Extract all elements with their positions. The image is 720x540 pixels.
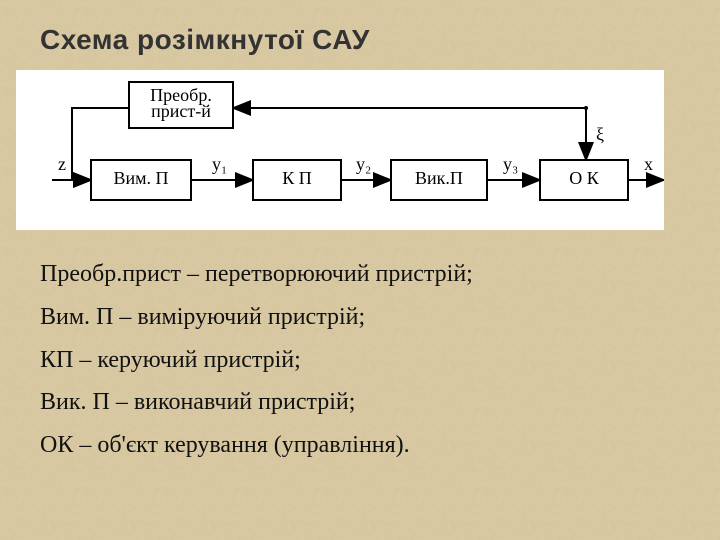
node-label: Вим. П (113, 168, 168, 188)
edge-label: ξ (596, 124, 604, 144)
edge-label: z (58, 154, 66, 174)
legend-line: Вим. П – виміруючий пристрій; (40, 297, 684, 338)
diagram-container: zy₁y₂y₃xξПреобр.прист-йВим. ПК ПВик.ПО К (16, 70, 664, 230)
junction-dot (584, 106, 588, 110)
legend: Преобр.прист – перетворюючий пристрій; В… (40, 254, 684, 466)
page-title: Схема розімкнутої САУ (40, 24, 684, 56)
legend-line: Вик. П – виконавчий пристрій; (40, 382, 684, 423)
legend-line: Преобр.прист – перетворюючий пристрій; (40, 254, 684, 295)
edge-label: y₂ (356, 154, 371, 174)
edge-label: x (644, 154, 653, 174)
block-diagram: zy₁y₂y₃xξПреобр.прист-йВим. ПК ПВик.ПО К (16, 70, 664, 230)
edge-label: y₁ (212, 154, 227, 174)
node-label: Вик.П (415, 168, 463, 188)
edge-label: y₃ (503, 154, 518, 174)
legend-line: КП – керуючий пристрій; (40, 340, 684, 381)
slide-page: Схема розімкнутої САУ z y₁ y₂ y₃ x ξ Преобр.пр… (0, 0, 720, 540)
legend-line: ОК – об'єкт керування (управління). (40, 425, 684, 466)
node-label: прист-й (151, 101, 211, 121)
node-label: О К (569, 168, 599, 188)
node-label: К П (282, 168, 312, 188)
